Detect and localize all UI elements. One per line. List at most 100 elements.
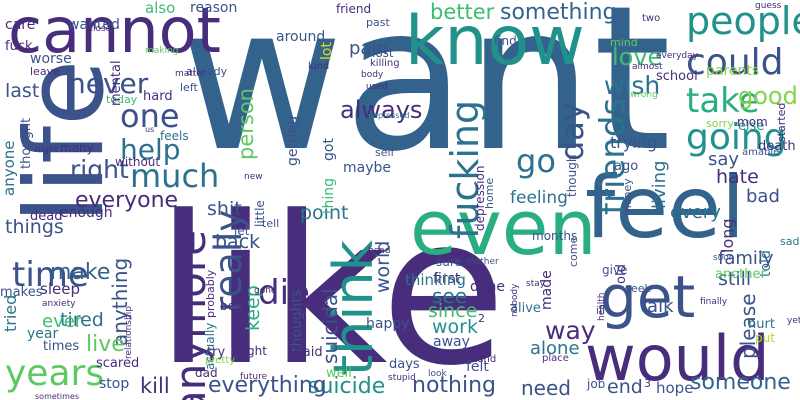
- word-feels: feels: [160, 129, 189, 143]
- word-makes: makes: [0, 285, 43, 300]
- word-job: job: [587, 377, 606, 391]
- word-ago: ago: [614, 159, 639, 174]
- word-hurt: hurt: [748, 317, 775, 332]
- word-mind: mind: [610, 36, 638, 49]
- word-kill: kill: [140, 374, 170, 398]
- word-school: school: [656, 69, 698, 84]
- word-gone: gone: [254, 286, 277, 296]
- word-nobody: nobody: [510, 283, 520, 317]
- word-make: make: [50, 260, 111, 285]
- word-3: 3: [644, 377, 651, 390]
- word-feeling: feeling: [510, 188, 568, 208]
- word-put: put: [755, 331, 775, 345]
- word-anxiety: anxiety: [42, 299, 76, 309]
- word-pretty: pretty: [205, 355, 236, 366]
- word-past: past: [366, 16, 390, 29]
- word-family: family: [718, 248, 774, 269]
- word-started: started: [775, 102, 788, 142]
- word-day: day: [553, 102, 591, 161]
- word-alone: alone: [530, 338, 580, 359]
- word-wish: wish: [604, 71, 661, 100]
- word-something: something: [500, 0, 617, 25]
- word-ever: ever: [42, 311, 83, 332]
- word-living: living: [649, 160, 670, 210]
- word-end: end: [607, 376, 643, 398]
- word-also: also: [145, 0, 176, 17]
- word-hard: hard: [143, 89, 173, 104]
- word-parents: parents: [706, 63, 760, 79]
- word-head: head: [368, 246, 391, 256]
- word-today: today: [106, 93, 138, 106]
- word-might: might: [232, 344, 267, 358]
- word-better: better: [430, 0, 495, 24]
- word-live: live: [86, 332, 125, 357]
- word-help: help: [120, 133, 181, 166]
- word-two: two: [642, 13, 661, 24]
- word-even: even: [410, 183, 597, 272]
- word-everyday: everyday: [656, 51, 698, 61]
- word-would: would: [585, 322, 770, 395]
- word-thing: thing: [321, 177, 337, 214]
- word-us: us: [145, 125, 155, 134]
- word-felt: felt: [466, 359, 489, 375]
- word-let: let: [234, 224, 250, 238]
- word-time: time: [12, 255, 89, 295]
- word-without: without: [115, 155, 161, 169]
- word-still: still: [718, 268, 752, 290]
- word-happy: happy: [366, 316, 410, 332]
- word-know: know: [405, 2, 585, 81]
- word-suicide: suicide: [308, 374, 386, 399]
- word-ill: ill: [596, 304, 606, 317]
- word-guess: guess: [755, 1, 782, 11]
- word-soon: soon: [713, 253, 735, 263]
- word-thinking: thinking: [405, 271, 466, 289]
- word-talk: talk: [640, 296, 674, 317]
- word-close: close: [88, 24, 112, 34]
- word-sometimes: sometimes: [35, 392, 80, 400]
- word-nothing: nothing: [412, 373, 496, 398]
- word-making: making: [145, 46, 179, 56]
- word-every: every: [670, 202, 721, 223]
- word-going: going: [686, 117, 787, 158]
- word-feel: feel: [585, 158, 745, 258]
- word-tried: tried: [1, 294, 20, 332]
- word-anyone: anyone: [0, 140, 18, 197]
- word-first: first: [433, 271, 461, 287]
- word-alive: alive: [510, 301, 541, 316]
- word-point: point: [300, 202, 349, 224]
- word-around: around: [276, 29, 326, 45]
- word-since: since: [428, 300, 478, 322]
- word-sleep: sleep: [40, 280, 80, 298]
- word-stop: stop: [99, 376, 130, 392]
- word-person: person: [234, 88, 258, 160]
- word-want: want: [180, 0, 672, 196]
- word-health: health: [597, 292, 607, 322]
- word-else: else: [738, 119, 765, 134]
- word-days: days: [389, 357, 420, 372]
- word-dad: dad: [195, 366, 218, 380]
- word-take: take: [686, 81, 760, 121]
- word-away: away: [433, 334, 470, 350]
- word-sure: sure: [436, 255, 462, 269]
- word-try: try: [207, 345, 226, 360]
- word-tired: tired: [60, 309, 104, 331]
- word-used: used: [366, 82, 388, 92]
- word-cannot: cannot: [8, 0, 221, 67]
- word-killing: killing: [370, 58, 400, 69]
- word-mother: mother: [466, 257, 499, 267]
- word-die: die: [258, 273, 310, 313]
- word-wanted: wanted: [68, 17, 120, 33]
- word-death: death: [758, 139, 796, 154]
- word-already: already: [186, 65, 228, 78]
- word-week: week: [622, 282, 651, 295]
- word-care: care: [5, 17, 36, 33]
- word-another: another: [715, 267, 766, 282]
- word-depressed: depressed: [368, 111, 410, 120]
- word-people: people: [686, 0, 800, 43]
- word-long: long: [718, 218, 737, 253]
- word-shit: shit: [207, 198, 242, 220]
- word-times: times: [43, 339, 80, 354]
- word-suicidal: suicidal: [318, 288, 342, 364]
- word-go: go: [516, 142, 556, 180]
